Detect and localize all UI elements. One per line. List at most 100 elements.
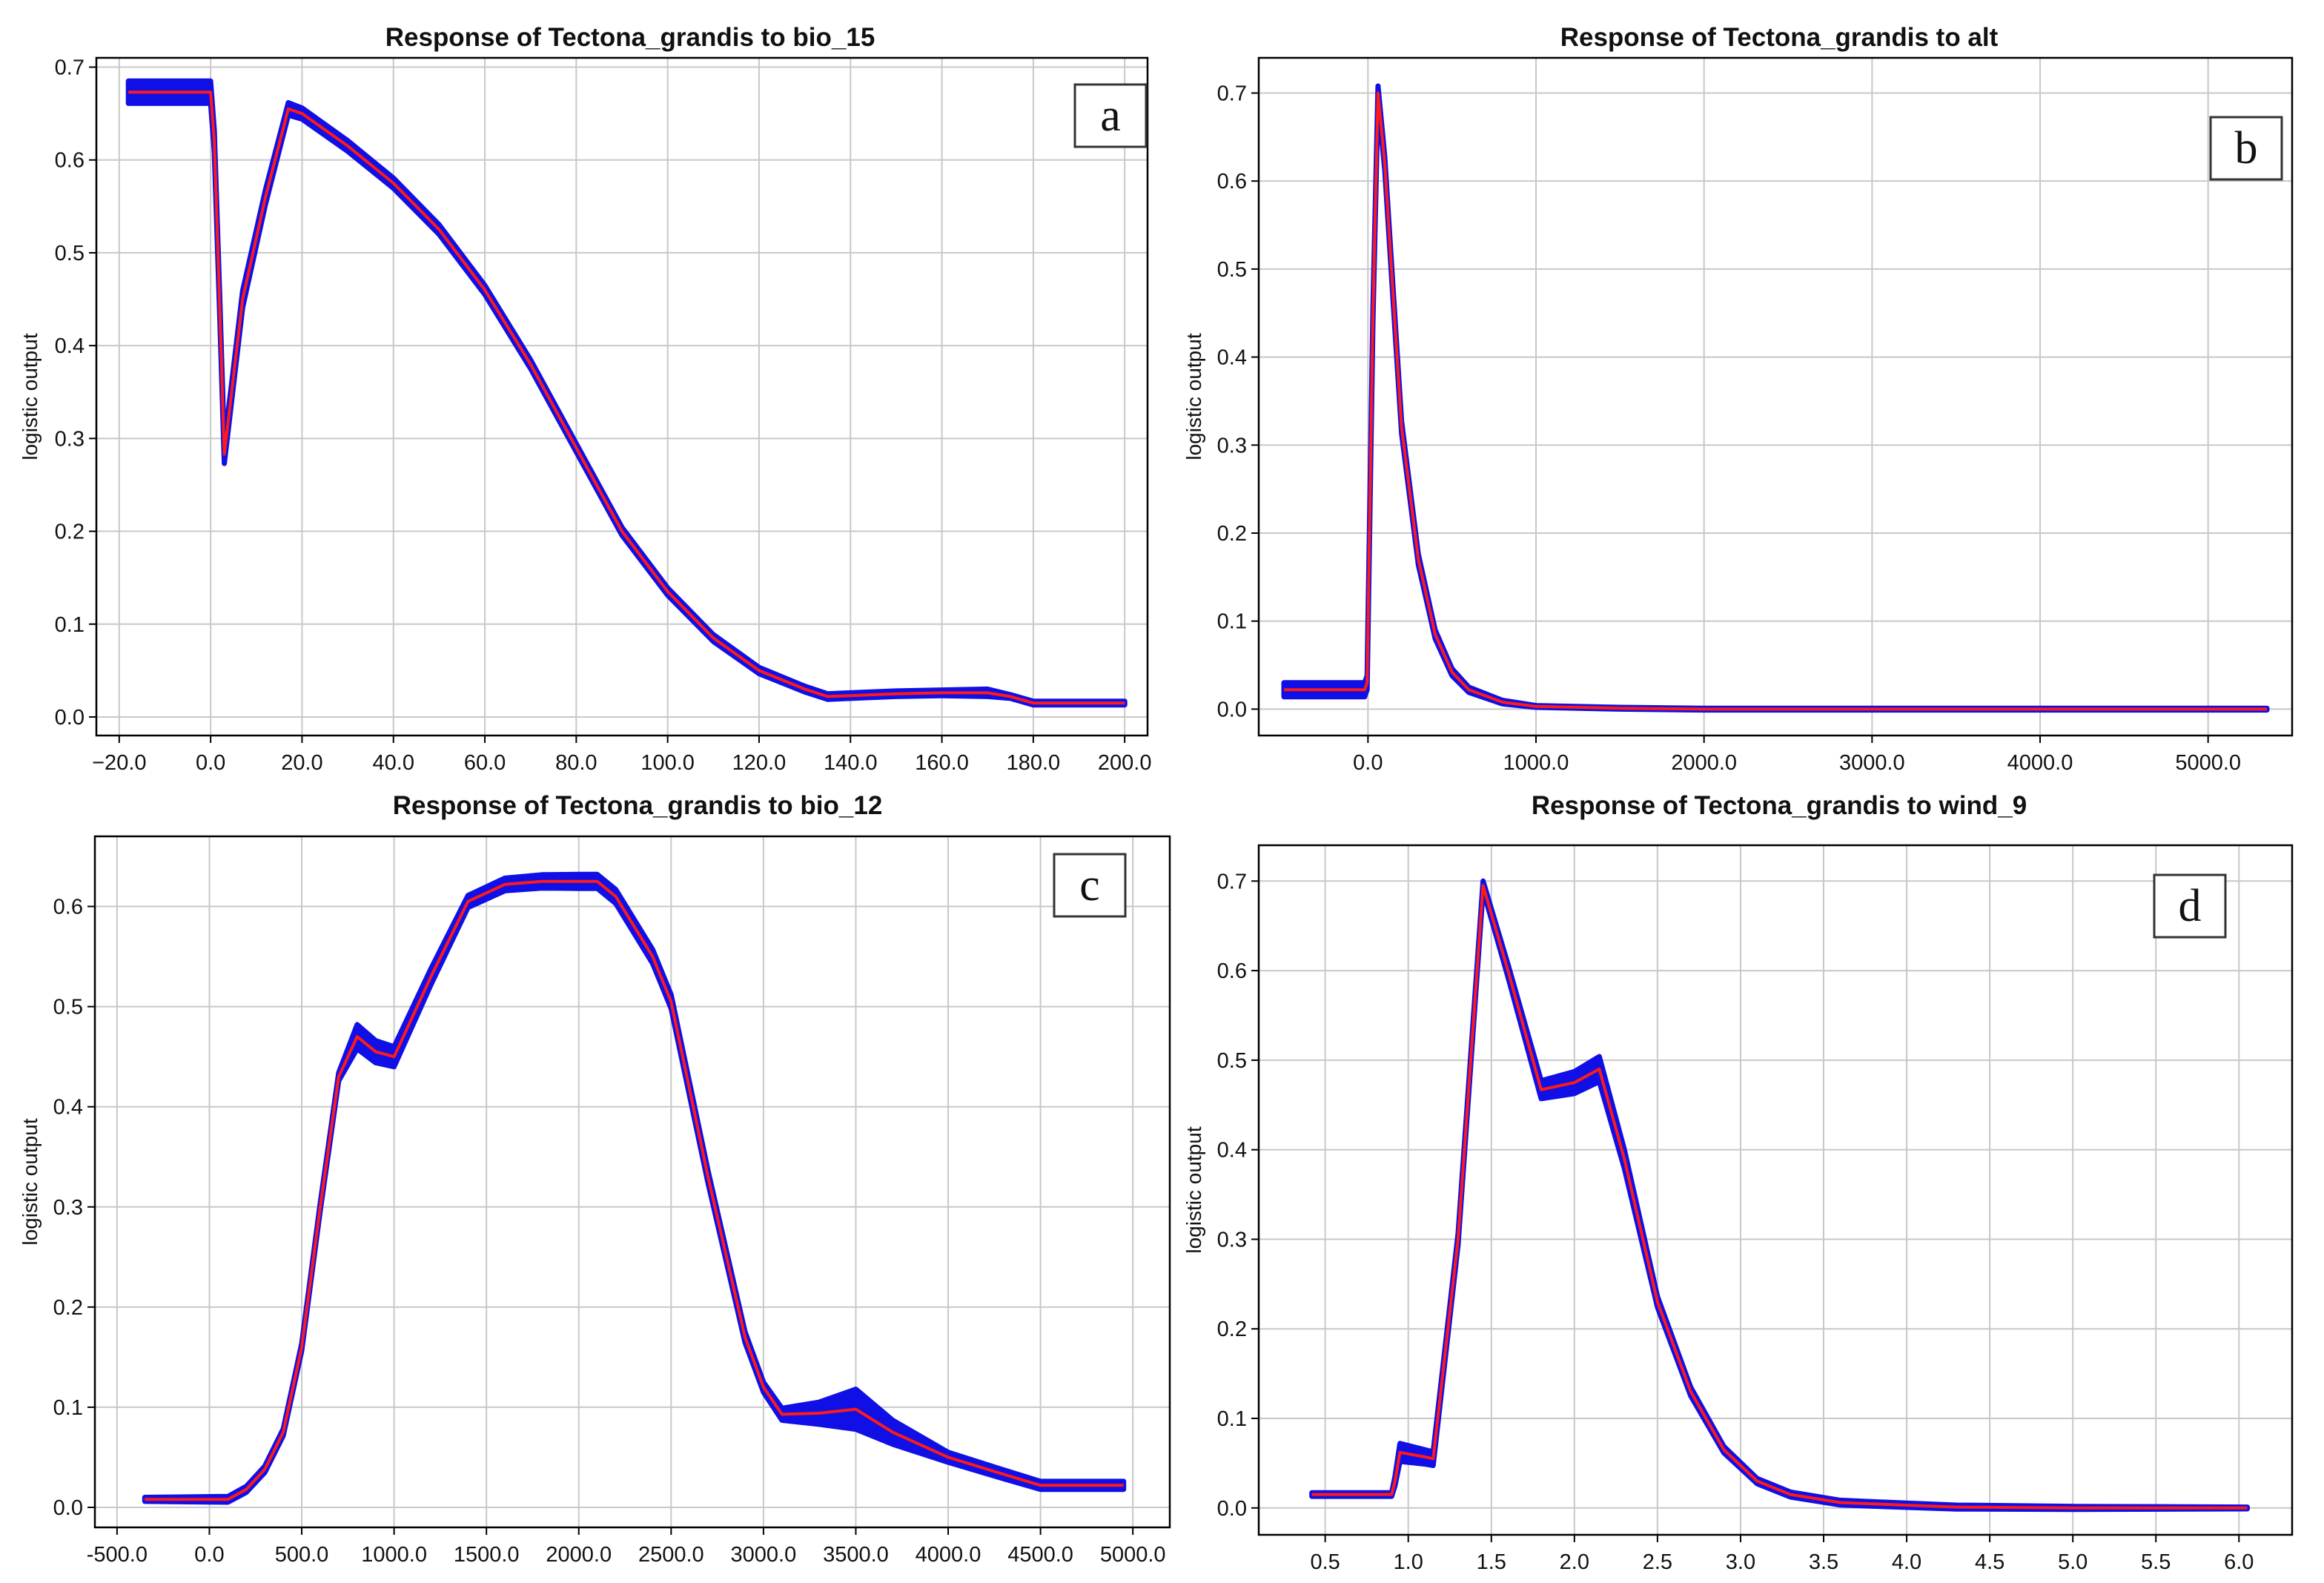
chart-b-xtick-label-0: 0.0 xyxy=(1353,751,1383,775)
chart-a-mean-line xyxy=(128,90,1125,705)
chart-d-panel-label: d xyxy=(2179,881,2202,931)
chart-c-xtick-label-9: 4000.0 xyxy=(916,1543,981,1567)
chart-a-title: Response of Tectona_grandis to bio_15 xyxy=(385,23,875,52)
chart-d-ytick-label-4: 0.4 xyxy=(1217,1139,1247,1163)
chart-b-xtick-label-3: 3000.0 xyxy=(1839,751,1905,775)
chart-b-ytick-label-1: 0.1 xyxy=(1217,610,1247,634)
chart-c-svg: Response of Tectona_grandis to bio_12 -5… xyxy=(19,791,1171,1567)
chart-c-xtick-label-2: 500.0 xyxy=(275,1543,329,1567)
chart-a-xtick-label-4: 60.0 xyxy=(464,751,506,775)
chart-b-svg: Response of Tectona_grandis to alt 0.0 10… xyxy=(1182,23,2294,775)
chart-b-xtick-label-1: 1000.0 xyxy=(1503,751,1569,775)
chart-panel-c: Response of Tectona_grandis to bio_12 -5… xyxy=(0,786,1171,1583)
chart-a-ylabel: logistic output xyxy=(19,333,42,460)
chart-c-xtick-label-8: 3500.0 xyxy=(823,1543,889,1567)
chart-b-xtick-label-5: 5000.0 xyxy=(2175,751,2241,775)
chart-a-ytick-label-2: 0.2 xyxy=(55,520,85,544)
chart-c-confidence-band xyxy=(142,871,1127,1505)
chart-panel-d: Response of Tectona_grandis to wind_9 0.… xyxy=(1164,786,2324,1583)
chart-d-xtick-label-8: 4.5 xyxy=(1975,1550,2004,1574)
chart-d-xtick-label-11: 6.0 xyxy=(2224,1550,2254,1574)
chart-c-xtick-label-10: 4500.0 xyxy=(1007,1543,1073,1567)
chart-b-panel-label: b xyxy=(2235,123,2258,173)
chart-b-ytick-label-5: 0.5 xyxy=(1217,258,1247,282)
chart-b-ylabel: logistic output xyxy=(1182,333,1205,460)
chart-b-ytick-label-2: 0.2 xyxy=(1217,522,1247,546)
chart-a-xtick-label-1: 0.0 xyxy=(196,751,225,775)
chart-c-label-box xyxy=(1053,853,1127,918)
chart-b-ytick-label-3: 0.3 xyxy=(1217,434,1247,457)
chart-a-label-box xyxy=(1073,83,1148,148)
chart-c-ytick-label-2: 0.2 xyxy=(53,1296,83,1320)
chart-d-xtick-label-4: 2.5 xyxy=(1643,1550,1672,1574)
chart-a-xtick-label-0: −20.0 xyxy=(92,751,146,775)
chart-d-confidence-band xyxy=(1309,878,2250,1513)
chart-c-ylabel: logistic output xyxy=(19,1118,42,1245)
chart-b-ytick-label-4: 0.4 xyxy=(1217,346,1247,370)
chart-d-ytick-label-5: 0.5 xyxy=(1217,1049,1247,1073)
chart-d-xtick-label-5: 3.0 xyxy=(1726,1550,1755,1574)
chart-a-xtick-label-8: 140.0 xyxy=(824,751,878,775)
chart-a-ytick-label-5: 0.5 xyxy=(55,242,85,265)
chart-c-xtick-label-7: 3000.0 xyxy=(731,1543,797,1567)
chart-a-xtick-label-9: 160.0 xyxy=(915,751,969,775)
chart-a-ytick-label-6: 0.6 xyxy=(55,149,85,173)
chart-d-svg: Response of Tectona_grandis to wind_9 0.… xyxy=(1182,791,2294,1574)
chart-b-xtick-label-2: 2000.0 xyxy=(1671,751,1737,775)
chart-d-plot-frame xyxy=(1257,844,2294,1536)
chart-d-xtick-label-3: 2.0 xyxy=(1560,1550,1589,1574)
chart-b-xtick-label-4: 4000.0 xyxy=(2007,751,2073,775)
chart-a-xtick-label-6: 100.0 xyxy=(640,751,695,775)
chart-c-ytick-label-1: 0.1 xyxy=(53,1396,83,1420)
chart-c-xtick-label-6: 2500.0 xyxy=(638,1543,704,1567)
chart-c-xtick-label-4: 1500.0 xyxy=(454,1543,520,1567)
chart-a-ytick-label-7: 0.7 xyxy=(55,56,85,80)
chart-d-ytick-label-0: 0.0 xyxy=(1217,1497,1247,1521)
chart-b-plot-frame xyxy=(1257,56,2294,737)
chart-c-ytick-label-6: 0.6 xyxy=(53,896,83,919)
chart-d-xtick-label-6: 3.5 xyxy=(1809,1550,1838,1574)
chart-c-xtick-label-11: 5000.0 xyxy=(1100,1543,1166,1567)
chart-d-ylabel: logistic output xyxy=(1182,1126,1205,1253)
chart-d-ytick-label-3: 0.3 xyxy=(1217,1228,1247,1252)
chart-c-title: Response of Tectona_grandis to bio_12 xyxy=(393,791,883,820)
chart-c-ytick-label-3: 0.3 xyxy=(53,1196,83,1220)
chart-a-ytick-label-1: 0.1 xyxy=(55,613,85,637)
chart-b-ytick-label-6: 0.6 xyxy=(1217,170,1247,194)
chart-d-xtick-label-2: 1.5 xyxy=(1477,1550,1506,1574)
chart-d-ytick-label-2: 0.2 xyxy=(1217,1318,1247,1341)
chart-b-ytick-label-0: 0.0 xyxy=(1217,698,1247,721)
chart-a-panel-label: a xyxy=(1100,90,1121,141)
chart-d-xtick-label-1: 1.0 xyxy=(1394,1550,1423,1574)
chart-a-xtick-label-5: 80.0 xyxy=(555,751,597,775)
chart-a-xtick-label-11: 200.0 xyxy=(1098,751,1152,775)
chart-c-plot-frame xyxy=(93,835,1171,1529)
chart-d-ytick-label-1: 0.1 xyxy=(1217,1407,1247,1431)
chart-b-label-box xyxy=(2209,116,2283,181)
chart-a-svg: Response of Tectona_grandis to bio_15 −2… xyxy=(19,23,1152,775)
chart-a-ytick-label-3: 0.3 xyxy=(55,427,85,451)
chart-d-ytick-label-6: 0.6 xyxy=(1217,959,1247,983)
chart-a-confidence-band xyxy=(125,78,1128,708)
chart-b-ytick-label-7: 0.7 xyxy=(1217,82,1247,105)
chart-b-title: Response of Tectona_grandis to alt xyxy=(1560,23,1999,52)
chart-c-panel-label: c xyxy=(1079,860,1100,911)
chart-c-xtick-label-5: 2000.0 xyxy=(546,1543,612,1567)
chart-a-xtick-label-7: 120.0 xyxy=(732,751,787,775)
chart-b-mean-line xyxy=(1284,91,2267,711)
chart-c-ytick-label-4: 0.4 xyxy=(53,1096,83,1120)
chart-a-plot-frame xyxy=(95,56,1149,737)
chart-d-title: Response of Tectona_grandis to wind_9 xyxy=(1532,791,2027,820)
chart-panel-a: Response of Tectona_grandis to bio_15 −2… xyxy=(0,0,1164,786)
chart-c-ytick-label-5: 0.5 xyxy=(53,996,83,1019)
chart-a-ytick-label-0: 0.0 xyxy=(55,706,85,730)
chart-d-label-box xyxy=(2153,873,2227,939)
chart-d-xtick-label-0: 0.5 xyxy=(1310,1550,1340,1574)
chart-c-mean-line xyxy=(145,879,1124,1501)
chart-d-xtick-label-9: 5.0 xyxy=(2058,1550,2088,1574)
chart-d-xtick-label-7: 4.0 xyxy=(1892,1550,1921,1574)
chart-panel-b: Response of Tectona_grandis to alt 0.0 10… xyxy=(1164,0,2324,786)
chart-d-ytick-label-7: 0.7 xyxy=(1217,870,1247,893)
chart-a-xtick-label-3: 40.0 xyxy=(373,751,414,775)
chart-a-ytick-label-4: 0.4 xyxy=(55,334,85,358)
